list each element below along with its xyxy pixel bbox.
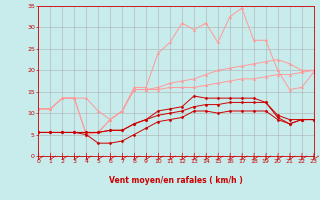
X-axis label: Vent moyen/en rafales ( km/h ): Vent moyen/en rafales ( km/h ): [109, 176, 243, 185]
